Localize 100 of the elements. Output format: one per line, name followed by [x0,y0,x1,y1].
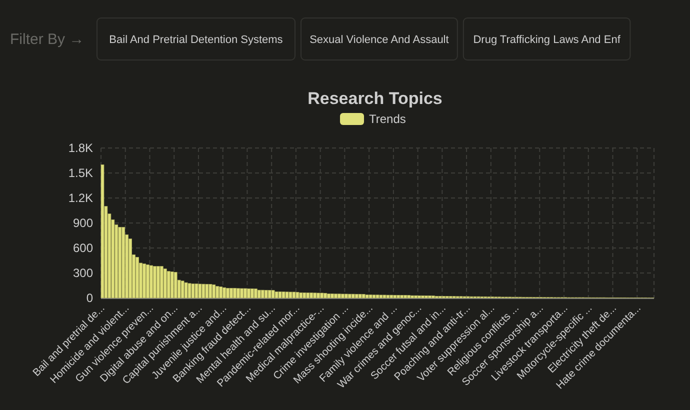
bar [396,294,400,298]
bar [274,292,278,298]
bar [188,283,192,298]
bar [404,295,408,298]
bar [330,294,334,298]
bar [344,294,348,298]
bar [310,292,314,298]
bar [365,294,369,298]
bar [338,294,341,298]
bar [208,284,212,298]
bar [410,295,414,298]
bar [302,292,306,298]
bar [222,287,226,298]
bar [354,294,358,298]
bar [334,294,338,298]
bar [184,282,188,298]
bar [393,294,397,298]
bar [278,292,282,298]
y-tick-label: 1.2K [68,191,93,205]
bar [247,288,250,298]
bar [418,295,421,298]
bar [191,284,195,298]
bar [250,288,254,298]
text: Drug Trafficking Laws And Enf [473,34,622,46]
bar [390,294,394,298]
bar [118,226,122,298]
bar [160,266,164,298]
bar [288,292,292,298]
bar [260,290,264,298]
bar [358,294,362,298]
bar [170,272,174,298]
bar [362,294,366,298]
bar [257,290,261,298]
bar [194,284,198,298]
bar [292,292,296,298]
bar [254,288,258,298]
bar [306,292,310,298]
bar [230,288,233,298]
bar [382,294,386,298]
y-tick-label: 1.5K [68,166,93,180]
bar [174,272,178,298]
bar [341,294,344,298]
bar [100,164,104,298]
y-tick-label: 0 [86,291,94,305]
bar [299,292,303,298]
bar [324,292,327,298]
bar [432,296,435,298]
bar [198,284,202,298]
bar [372,294,376,298]
chart-title: Research Topics [308,89,442,108]
bar [421,295,424,298]
y-tick-label: 1.8K [68,141,93,155]
bar [153,266,156,298]
bar [316,292,320,298]
y-tick-label: 300 [72,266,94,280]
bar [264,290,268,298]
bar [236,288,240,298]
bar [163,268,167,298]
y-tick-label: 900 [72,216,94,230]
bar [282,292,286,298]
bar [400,295,404,298]
bar [376,294,380,298]
bar [142,264,146,298]
bar [128,238,132,298]
bar [122,226,126,298]
bar [150,265,153,298]
bar [414,295,418,298]
bar [180,280,184,298]
bar [348,294,352,298]
text: Filter By → [10,31,84,48]
bar [296,292,300,298]
bar [424,296,428,298]
bar [320,292,324,298]
bar [271,290,275,298]
bar [386,294,390,298]
y-tick-label: 600 [72,241,94,255]
bar [244,288,247,298]
bar [428,296,432,298]
bar [351,294,355,298]
bar [136,256,139,298]
bar [219,286,223,298]
text: Bail And Pretrial Detention Systems [109,34,284,46]
bar [313,292,317,298]
bar [407,295,411,298]
bar [146,264,150,298]
text: Sexual Violence And Assault [310,34,449,46]
bar [202,284,206,298]
bar [379,294,383,298]
bar [240,288,244,298]
bar [327,294,330,298]
bar [205,284,209,298]
bar [226,288,230,298]
bar [166,271,170,298]
bar [268,290,272,298]
bar [216,286,220,298]
legend-label: Trends [369,112,406,126]
bar [156,266,160,298]
bar [212,284,216,298]
bar [285,292,289,298]
bar [368,294,372,298]
